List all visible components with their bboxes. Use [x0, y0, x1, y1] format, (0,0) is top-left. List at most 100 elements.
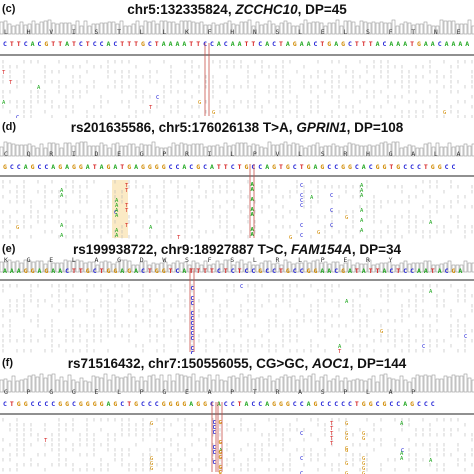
alt-base: A — [60, 223, 64, 229]
base-letter: C — [31, 400, 35, 408]
coverage-bar — [435, 25, 440, 35]
base-letter: A — [403, 40, 407, 48]
coverage-bar — [211, 22, 216, 35]
alt-base: T — [125, 188, 129, 194]
coverage-bar — [71, 379, 76, 393]
base-letter: T — [58, 40, 62, 48]
mismatch-base: T — [44, 438, 48, 444]
base-letter: C — [431, 400, 435, 408]
base-letter: T — [10, 400, 14, 408]
base-letter: C — [217, 267, 221, 275]
coverage-bar — [307, 262, 312, 273]
coverage-bar — [311, 260, 316, 273]
coverage-bar — [51, 373, 56, 393]
base-letter: T — [320, 40, 324, 48]
coverage-bar — [443, 146, 448, 157]
alt-base: A — [360, 193, 364, 199]
base-letter: T — [224, 267, 228, 275]
base-letter: C — [3, 400, 7, 408]
base-letter: C — [355, 163, 359, 171]
base-letter: A — [362, 267, 366, 275]
amino-acid-row: G P G G E L P G E A P T R A S P L A P — [4, 388, 423, 396]
base-letter: G — [369, 400, 373, 408]
coverage-bar — [19, 21, 24, 35]
alt-base: C — [300, 183, 303, 189]
panel-d: C Q R I D E G P R I L P V L S R H G A L … — [0, 118, 474, 240]
coverage-bar — [247, 145, 252, 157]
coverage-bar — [307, 22, 312, 35]
coverage-bar — [319, 262, 324, 273]
coverage-bar — [235, 24, 240, 35]
coverage-bar — [83, 380, 88, 393]
coverage-bar — [15, 144, 20, 157]
coverage-bar — [71, 24, 76, 35]
coverage-bar — [431, 25, 436, 35]
base-letter: C — [258, 400, 262, 408]
coverage-bar — [239, 21, 244, 35]
coverage-bar — [351, 21, 356, 35]
coverage-bar — [147, 21, 152, 35]
coverage-bar — [431, 374, 436, 393]
coverage-bar — [415, 262, 420, 273]
coverage-bar — [199, 376, 204, 393]
variant-base: C — [191, 336, 194, 342]
alt-base: C — [300, 233, 303, 239]
alt-base: C — [300, 456, 303, 462]
coverage-bar — [435, 142, 440, 157]
base-letter: A — [38, 267, 42, 275]
alt-base: A — [115, 228, 119, 234]
coverage-bar — [23, 24, 28, 35]
base-letter: G — [93, 400, 97, 408]
base-letter: G — [314, 267, 318, 275]
coverage-bar — [215, 374, 220, 393]
coverage-bar — [163, 261, 168, 273]
coverage-bar — [267, 260, 272, 273]
base-letter: A — [176, 40, 180, 48]
base-letter: T — [169, 267, 173, 275]
coverage-bar — [199, 21, 204, 35]
panel-c: L H V I S T L L K F H N S L E L S F T N … — [0, 0, 474, 118]
base-letter: G — [272, 163, 276, 171]
coverage-bar — [107, 379, 112, 393]
base-letter: T — [279, 163, 283, 171]
coverage-bar — [0, 146, 4, 157]
base-letter: G — [127, 267, 131, 275]
gene-name: AOC1 — [312, 356, 350, 371]
alt-base: C — [330, 193, 333, 199]
base-letter: C — [44, 400, 48, 408]
coverage-bar — [415, 147, 420, 157]
coverage-bar — [315, 259, 320, 273]
base-letter: A — [396, 40, 400, 48]
coverage-track — [0, 373, 474, 393]
base-letter: C — [403, 267, 407, 275]
coverage-bar — [83, 262, 88, 273]
base-letter: C — [176, 267, 180, 275]
alt-base: C — [330, 223, 333, 229]
base-letter: A — [10, 267, 14, 275]
variant-base: G — [219, 465, 223, 471]
coverage-bar — [47, 19, 52, 35]
variant-base: C — [213, 420, 216, 426]
mismatch-base: T — [2, 70, 6, 76]
coverage-bar — [371, 375, 376, 393]
coverage-bar — [347, 20, 352, 35]
title-suffix: , DP=144 — [349, 356, 407, 371]
base-letter: A — [424, 40, 428, 48]
coverage-bar — [167, 374, 172, 393]
coverage-bar — [219, 263, 224, 273]
base-letter: T — [362, 40, 366, 48]
base-letter: G — [155, 267, 159, 275]
base-letter: C — [293, 163, 297, 171]
alt-base: C — [300, 223, 303, 229]
coverage-bar — [131, 23, 136, 35]
base-letter: G — [44, 40, 48, 48]
base-letter: A — [182, 163, 186, 171]
coverage-bar — [391, 264, 396, 273]
amino-acid-row: C Q R I D E G P R I L P V L S R H G A L … — [4, 150, 474, 158]
alt-base: G — [362, 466, 365, 472]
coverage-bar — [367, 259, 372, 273]
mismatch-base: G — [380, 329, 383, 335]
base-letter: A — [31, 40, 35, 48]
